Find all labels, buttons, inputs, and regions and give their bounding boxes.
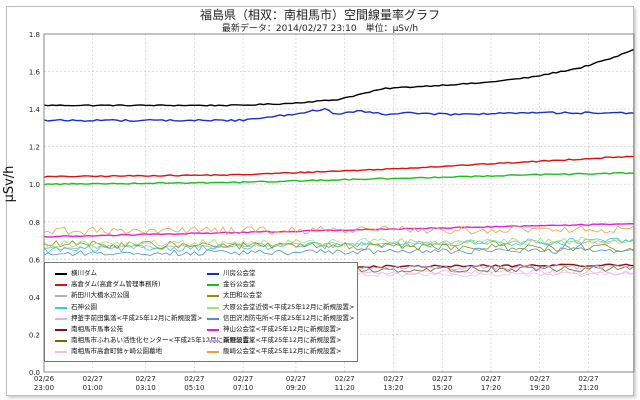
x-tick-time: 03:10 [135,384,155,392]
x-tick-time: 01:00 [83,384,103,392]
x-tick-time: 05:10 [184,384,204,392]
legend-label: 南相馬市馬事公苑 [71,325,123,333]
legend-label: 高倉ダム(高倉ダム管理事務所) [71,280,161,289]
legend-label: 飯崎公会堂<平成25年12月に新規設置> [223,347,342,356]
legend-swatch [207,295,219,298]
x-tick-time: 23:00 [34,384,54,392]
x-tick-date: 02/27 [383,375,403,383]
legend-swatch [55,273,67,275]
series-line [43,240,635,252]
legend-swatch [55,340,67,343]
legend-swatch [207,273,219,275]
legend-label: 南相馬市高倉町鉾ヶ崎公園墓地 [71,347,162,356]
y-tick-label: 1.4 [29,106,41,114]
legend-swatch [55,306,67,309]
y-tick-label: 1.6 [29,69,41,77]
x-tick-time: 13:20 [383,384,403,392]
legend-label: 金谷公会堂 [223,280,256,289]
plot-area [43,33,635,373]
y-tick-label: 1.8 [29,31,40,39]
x-tick-date: 02/27 [135,375,155,383]
chart-subtitle: 最新データ：2014/02/27 23:10 単位：μSv/h [221,24,419,34]
series-line [43,237,635,249]
x-tick-time: 15:20 [432,384,452,392]
series-line [43,155,635,178]
x-tick-time: 07:10 [233,384,253,392]
legend-swatch [55,284,67,287]
legend-label: 石神公園 [71,302,97,311]
series-line [43,107,635,122]
legend-swatch [207,351,219,354]
y-tick-label: 1.2 [29,144,40,152]
x-tick-time: 11:20 [335,384,355,392]
legend-label: 深野公会堂<平成25年12月に新規設置> [223,336,342,345]
series-line [43,225,635,236]
x-tick-time: 21:20 [578,384,598,392]
legend-label: 大原公会堂近傍<平成25年12月に新規設置> [223,302,355,311]
legend-swatch [207,340,219,343]
x-tick-date: 02/27 [286,375,306,383]
x-tick-date: 02/27 [233,375,253,383]
legend-label: 太田和公会堂 [223,291,262,300]
legend-label: 南相馬市ふれあい活性化センター<平成25年12月に新規設置> [71,336,255,345]
legend-swatch [207,317,219,320]
legend-label: 神山公会堂<平成25年12月に新規設置> [223,325,342,333]
legend-label: 新田川大橋水辺公園 [71,291,130,300]
y-tick-label: 0.2 [29,331,40,339]
legend-label: 押釜字前田集落<平成25年12月に新規設置> [71,313,203,322]
legend: 横川ダム高倉ダム(高倉ダム管理事務所) 新田川大橋水辺公園 石神公園押釜字前田集落<… [44,262,358,362]
legend-label: 川房公会堂 [223,269,256,277]
legend-swatch [55,317,67,320]
legend-swatch [55,351,67,354]
x-tick-time: 17:20 [481,384,501,392]
series-line [43,172,635,186]
chart-title: 福島県（相双：南相馬市）空間線量率グラフ [199,8,440,22]
legend-swatch [55,329,67,331]
y-tick-label: 0.4 [29,294,41,302]
x-tick-date: 02/26 [34,375,55,383]
y-tick-label: 0.8 [29,219,40,227]
x-tick-date: 02/27 [335,375,355,383]
axes: 0.0 0.2 0.4 0.6 0.8 1.0 1.2 1.4 1.6 1.8 02/2623:00… [29,31,635,392]
series-line [43,247,635,256]
y-tick-label: 0.6 [29,256,41,264]
y-tick-label: 1.0 [29,181,40,189]
legend-swatch [207,306,219,309]
x-tick-date: 02/27 [83,375,103,383]
legend-swatch [207,329,219,331]
x-tick-date: 02/27 [184,375,204,383]
legend-swatch [207,284,219,287]
series-lines [43,48,635,277]
legend-swatch [55,295,67,298]
x-tick-date: 02/27 [530,375,550,383]
x-tick-date: 02/27 [578,375,598,383]
series-line [43,223,635,238]
y-tick-label: 0.0 [29,369,40,377]
x-tick-date: 02/27 [481,375,501,383]
legend-label: 横川ダム [71,269,97,277]
x-tick-date: 02/27 [432,375,452,383]
x-tick-time: 09:20 [286,384,306,392]
x-tick-time: 19:20 [530,384,550,392]
legend-label: 信田沢消防屯所<平成25年12月に新規設置> [223,313,355,322]
series-line [43,48,635,107]
